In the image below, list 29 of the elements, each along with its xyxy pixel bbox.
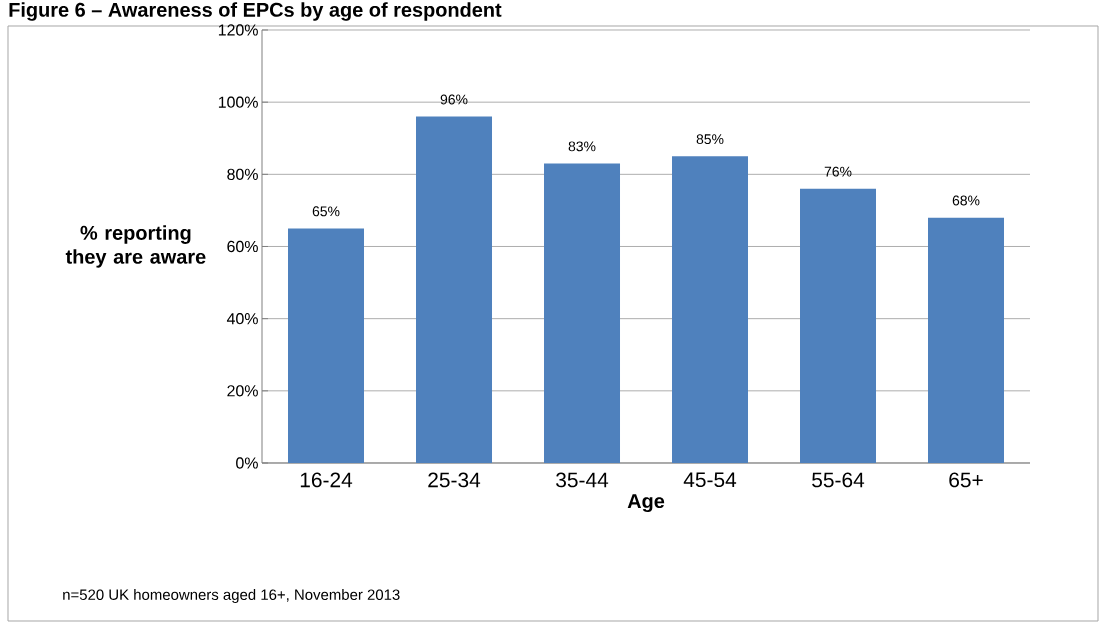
y-tick-label: 60% <box>227 240 258 253</box>
x-tick-label: 35-44 <box>556 472 609 488</box>
chart-title: Figure 6 – Awareness of EPCs by age of respondent <box>9 2 502 21</box>
data-label: 65% <box>312 206 340 217</box>
y-tick-label: 40% <box>226 313 258 325</box>
x-tick-label: 55-64 <box>812 472 865 488</box>
x-tick-label: 45-54 <box>683 472 737 488</box>
y-tick-label: 0% <box>236 457 258 469</box>
data-label: 85% <box>696 134 724 145</box>
data-label: 96% <box>440 94 468 105</box>
x-tick-label: 65+ <box>949 472 983 488</box>
x-tick-label: 16-24 <box>300 472 353 488</box>
y-axis-title: % reporting they are aware <box>65 225 206 268</box>
y-tick-label: 100% <box>218 96 258 108</box>
bar <box>416 116 493 463</box>
bar <box>288 228 365 463</box>
data-label: 68% <box>952 195 980 206</box>
x-tick-label: 25-34 <box>428 472 481 488</box>
bar <box>672 156 749 463</box>
data-label: 76% <box>824 166 852 177</box>
x-axis-title: Age <box>627 494 665 513</box>
y-tick-label: 20% <box>227 385 258 397</box>
data-label: 83% <box>568 141 596 152</box>
bar <box>800 188 877 463</box>
bar <box>928 217 1004 463</box>
bar <box>544 163 621 463</box>
y-tick-label: 80% <box>227 168 258 180</box>
y-tick-label: 120% <box>218 24 258 36</box>
text: n=520 UK homeowners aged 16+, November 2013 <box>63 589 400 603</box>
